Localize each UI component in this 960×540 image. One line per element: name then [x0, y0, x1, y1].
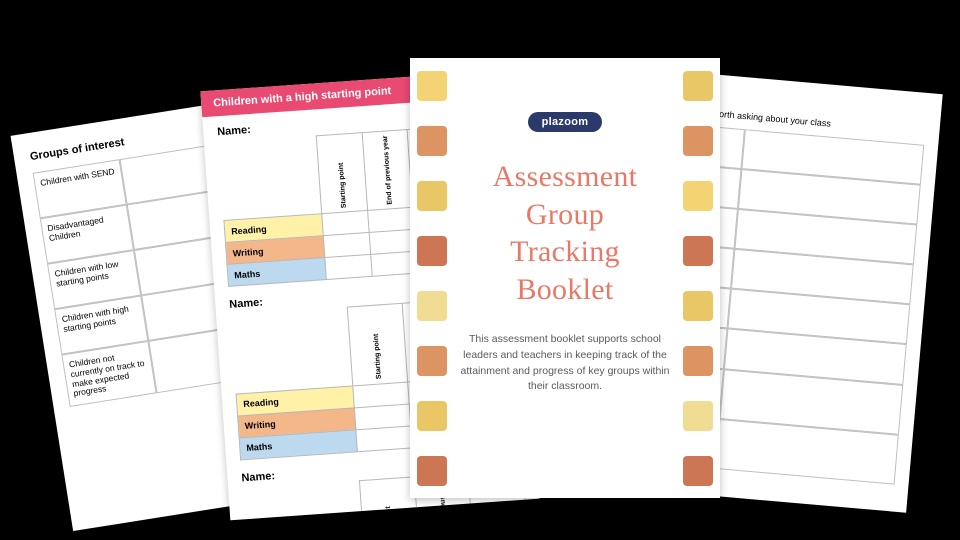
cover-title-line: Assessment — [493, 160, 638, 193]
tracking-col-header: End of previous year — [362, 129, 413, 210]
tracking-cell — [369, 229, 416, 254]
page-stack: Groups of interest Children with SENDDis… — [50, 40, 910, 520]
tracking-col-header: Starting point — [316, 133, 367, 214]
cover-page: plazoom Assessment Group Tracking Booklet T… — [410, 58, 720, 498]
cover-title-line: Booklet — [516, 273, 613, 306]
border-icon — [683, 456, 713, 486]
cover-title-line: Tracking — [510, 235, 620, 268]
tracking-cell — [323, 233, 370, 258]
tracking-col-header: Starting point — [347, 304, 407, 386]
plazoom-logo: plazoom — [528, 112, 603, 132]
cover-title-line: Group — [526, 198, 604, 231]
tracking-cell — [322, 211, 369, 236]
border-icon — [683, 401, 713, 431]
border-icon — [417, 401, 447, 431]
tracking-cell — [356, 425, 412, 451]
border-icon — [417, 456, 447, 486]
tracking-cell — [367, 208, 414, 233]
cover-description: This assessment booklet supports school … — [440, 332, 690, 395]
cover-title: Assessment Group Tracking Booklet — [440, 158, 690, 308]
tracking-cell — [325, 255, 372, 280]
